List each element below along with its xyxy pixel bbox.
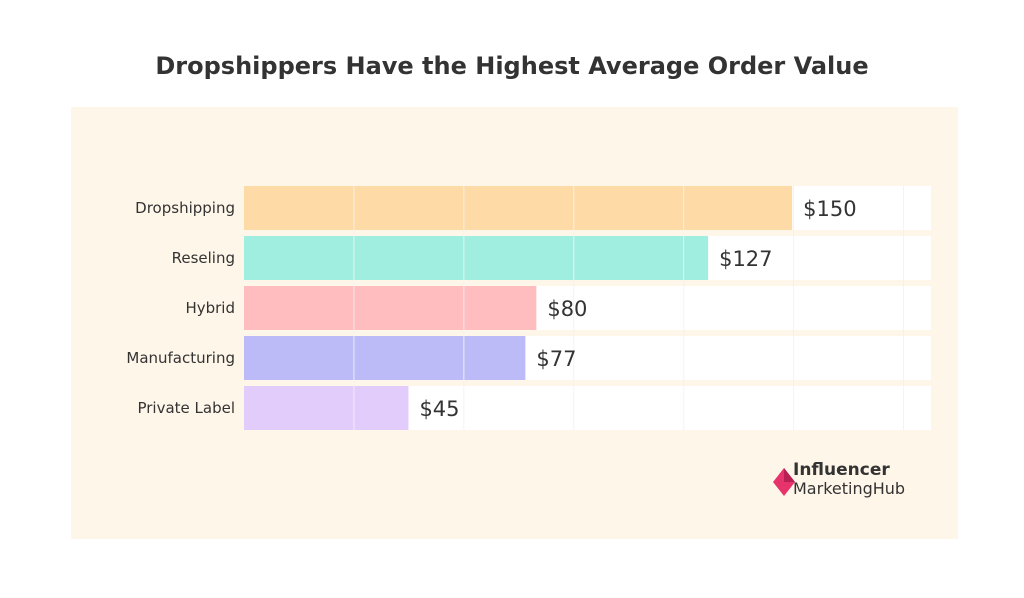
data-label: $150 [803, 197, 856, 221]
category-label: Hybrid [185, 299, 235, 317]
data-label: $77 [536, 347, 576, 371]
chart-title: Dropshippers Have the Highest Average Or… [155, 52, 869, 80]
data-label: $45 [419, 397, 459, 421]
bar [244, 286, 537, 330]
brand-logo: Influencer MarketingHub [773, 460, 943, 504]
brand-name-line1: Influencer [793, 460, 890, 480]
category-label: Manufacturing [126, 349, 235, 367]
data-label: $127 [719, 247, 772, 271]
bar [244, 236, 709, 280]
category-label: Dropshipping [135, 199, 235, 217]
logo-mark-icon [773, 468, 795, 496]
category-label: Reseling [172, 249, 235, 267]
category-label: Private Label [137, 399, 235, 417]
bar [244, 336, 526, 380]
data-label: $80 [547, 297, 587, 321]
brand-name-line2: MarketingHub [793, 479, 906, 498]
bar [244, 386, 409, 430]
bar [244, 186, 793, 230]
